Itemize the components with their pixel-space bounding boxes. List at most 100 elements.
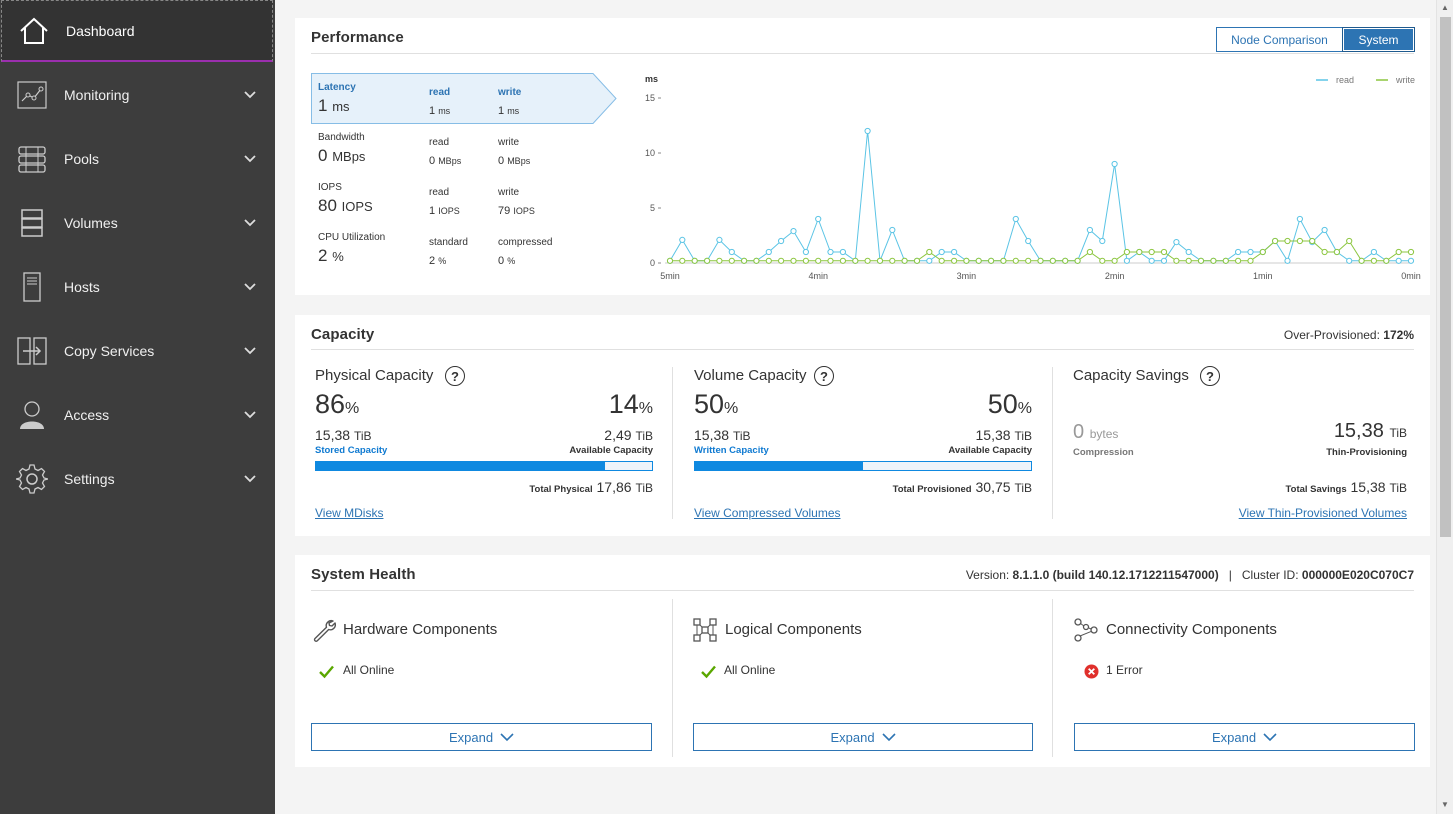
data-point-write (1086, 248, 1093, 256)
y-tick-label: 10 (645, 148, 655, 158)
y-tick-label: 15 (645, 93, 655, 103)
view-mdisks-link[interactable]: View MDisks (315, 506, 384, 520)
sub-label: write (498, 137, 520, 148)
metric-value: 0 MBps (318, 146, 366, 165)
scroll-thumb[interactable] (1440, 17, 1451, 537)
sidebar-item-pools[interactable]: Pools (0, 127, 275, 191)
connectivity-status: 1 Error (1106, 663, 1143, 677)
thin-provisioning-value: 15,38 TiB (1333, 420, 1407, 442)
node-comparison-button[interactable]: Node Comparison (1216, 27, 1343, 52)
metric-bandwidth[interactable]: Bandwidth 0 MBps read 0 MBps write 0 MBp… (311, 124, 611, 174)
chevron-down-icon (244, 219, 256, 227)
scroll-down-icon[interactable]: ▼ (1441, 800, 1449, 809)
view-thin-provisioned-volumes-link[interactable]: View Thin-Provisioned Volumes (1238, 506, 1407, 520)
sidebar-item-monitoring[interactable]: Monitoring (0, 63, 275, 127)
data-point-write (1037, 257, 1044, 264)
available-label: Available Capacity (948, 445, 1032, 456)
physical-capacity-bar (315, 461, 653, 471)
data-point-read (765, 248, 772, 256)
data-point-write (666, 257, 674, 264)
help-icon[interactable]: ? (814, 366, 834, 386)
performance-chart: ms 0 5 10 15 5min 4min 3min 2min 1min 0min read writ… (645, 74, 1421, 281)
sidebar-item-label: Copy Services (64, 343, 155, 359)
data-point-read (679, 236, 686, 243)
sidebar-item-volumes[interactable]: Volumes (0, 191, 275, 255)
connectivity-expand-button[interactable]: Expand (1074, 723, 1415, 751)
scroll-up-icon[interactable]: ▲ (1441, 3, 1449, 12)
data-point-write (778, 257, 785, 264)
metric-latency[interactable]: Latency 1 ms read 1 ms write 1 ms (311, 74, 611, 124)
sub-value: 0 MBps (498, 155, 531, 167)
sidebar-item-dashboard[interactable]: Dashboard (1, 0, 273, 62)
data-point-write (1395, 248, 1402, 256)
scrollbar[interactable]: ▲ ▼ (1436, 0, 1453, 814)
access-icon (16, 399, 48, 431)
sidebar-item-label: Dashboard (66, 22, 135, 39)
metric-name: Bandwidth (318, 132, 365, 143)
help-icon[interactable]: ? (1200, 366, 1220, 386)
version-info: Version: 8.1.1.0 (build 140.12.171221154… (965, 568, 1414, 582)
chevron-down-icon (244, 155, 256, 163)
data-point-write (951, 257, 958, 264)
data-point-write (1346, 237, 1353, 245)
system-button[interactable]: System (1342, 27, 1415, 52)
sidebar-item-hosts[interactable]: Hosts (0, 255, 275, 319)
help-icon[interactable]: ? (445, 366, 465, 386)
x-tick-label: 5min (660, 271, 680, 281)
data-point-write (1197, 257, 1205, 264)
data-point-write (1025, 257, 1032, 264)
y-tick-label: 5 (650, 203, 655, 213)
x-tick-label: 2min (1105, 271, 1125, 281)
data-point-write (1358, 257, 1365, 264)
data-point-write (1111, 257, 1118, 264)
data-point-read (1284, 257, 1291, 264)
written-label: Written Capacity (694, 445, 769, 456)
data-point-write (716, 257, 723, 264)
sub-label: standard (429, 237, 468, 248)
data-point-write (728, 257, 735, 264)
sub-label: read (429, 87, 451, 98)
data-point-write (1000, 257, 1007, 264)
hardware-expand-button[interactable]: Expand (311, 723, 652, 751)
sidebar-item-label: Hosts (64, 279, 100, 295)
hosts-icon (16, 271, 48, 303)
data-point-read (926, 257, 933, 264)
chevron-down-icon (881, 732, 896, 741)
data-point-read (815, 215, 822, 223)
metric-iops[interactable]: IOPS 80 IOPS read 1 IOPS write 79 IOPS (311, 174, 611, 224)
data-point-write (1383, 257, 1390, 264)
sidebar-item-label: Access (64, 407, 110, 423)
sub-value: 79 IOPS (498, 205, 535, 217)
available-percent: 14% (608, 389, 653, 419)
x-tick-label: 4min (808, 271, 828, 281)
sidebar-item-access[interactable]: Access (0, 383, 275, 447)
data-point-write (1123, 248, 1130, 256)
data-point-write (901, 257, 908, 264)
sub-label: write (498, 187, 520, 198)
divider (1052, 367, 1053, 519)
sidebar-item-copy-services[interactable]: Copy Services (0, 319, 275, 383)
compression-label: Compression (1073, 447, 1134, 458)
metric-cpu-utilization[interactable]: CPU Utilization 2 % standard 2 % compres… (311, 224, 611, 274)
data-point-write (864, 257, 871, 264)
data-point-read (1395, 257, 1402, 264)
x-tick-label: 1min (1253, 271, 1273, 281)
data-point-read (778, 237, 785, 245)
data-point-read (1235, 248, 1242, 256)
monitoring-icon (16, 79, 48, 111)
sidebar-item-settings[interactable]: Settings (0, 447, 275, 511)
sub-value: 2 % (429, 255, 447, 267)
sub-value: 1 ms (498, 105, 520, 117)
section-title: Volume Capacity (694, 367, 807, 384)
gear-icon (16, 463, 48, 495)
sidebar-item-label: Settings (64, 471, 115, 487)
data-point-read (728, 248, 735, 256)
selected-metric-highlight (311, 73, 617, 124)
data-point-read (938, 248, 945, 256)
data-point-write (1136, 248, 1143, 256)
sub-label: read (429, 187, 450, 198)
data-point-write (1099, 257, 1106, 264)
view-compressed-volumes-link[interactable]: View Compressed Volumes (694, 506, 841, 520)
logical-expand-button[interactable]: Expand (693, 723, 1033, 751)
sub-label: compressed (498, 237, 553, 248)
